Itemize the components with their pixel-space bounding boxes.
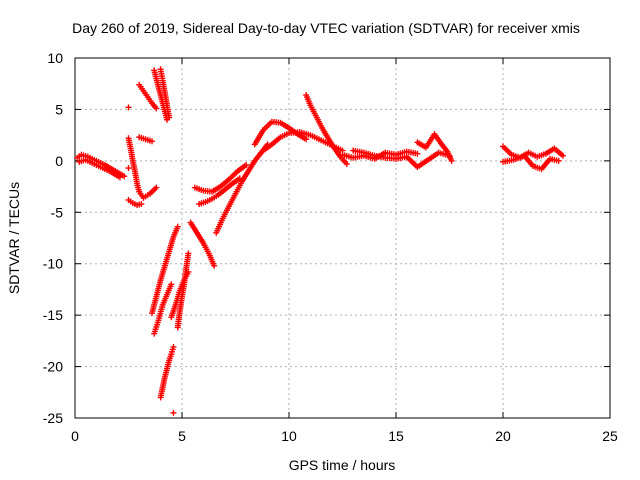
data-point	[243, 161, 250, 168]
y-tick-label: -15	[43, 307, 63, 323]
data-point	[185, 250, 192, 257]
data-point	[170, 409, 177, 416]
y-tick-label: -5	[51, 204, 64, 220]
y-tick-label: -25	[43, 410, 63, 426]
data-point	[555, 157, 562, 164]
y-tick-label: 10	[47, 50, 63, 66]
data-point	[153, 184, 160, 191]
data-point	[303, 136, 310, 143]
x-tick-label: 0	[71, 428, 79, 444]
data-point	[149, 138, 156, 145]
data-point	[138, 201, 145, 208]
x-tick-label: 20	[495, 428, 511, 444]
y-axis-label: SDTVAR / TECUs	[6, 182, 22, 294]
chart-title: Day 260 of 2019, Sidereal Day-to-day VTE…	[72, 20, 580, 36]
x-tick-label: 25	[602, 428, 618, 444]
data-point	[153, 105, 160, 112]
x-tick-label: 5	[178, 428, 186, 444]
y-tick-label: -10	[43, 256, 63, 272]
data-point	[448, 157, 455, 164]
axis-ticks: 0 5 10 15 20 25 -25 -20 -15 -10 -5 0 5 10	[43, 50, 618, 444]
data-point	[343, 160, 350, 167]
x-tick-label: 10	[281, 428, 297, 444]
data-point	[168, 281, 175, 288]
data-point	[174, 223, 181, 230]
y-tick-label: -20	[43, 359, 63, 375]
data-point	[414, 150, 421, 157]
x-axis-label: GPS time / hours	[289, 457, 396, 473]
data-point	[211, 262, 218, 269]
y-tick-label: 0	[55, 153, 63, 169]
data-point	[121, 173, 128, 180]
data-point	[170, 344, 177, 351]
y-tick-label: 5	[55, 101, 63, 117]
data-point	[166, 114, 173, 121]
data-points	[74, 66, 566, 416]
data-point	[125, 104, 132, 111]
data-point	[559, 152, 566, 159]
data-point	[116, 174, 123, 181]
data-point	[125, 165, 132, 172]
grid-lines	[75, 58, 610, 418]
plot-border	[74, 57, 611, 419]
x-tick-label: 15	[388, 428, 404, 444]
